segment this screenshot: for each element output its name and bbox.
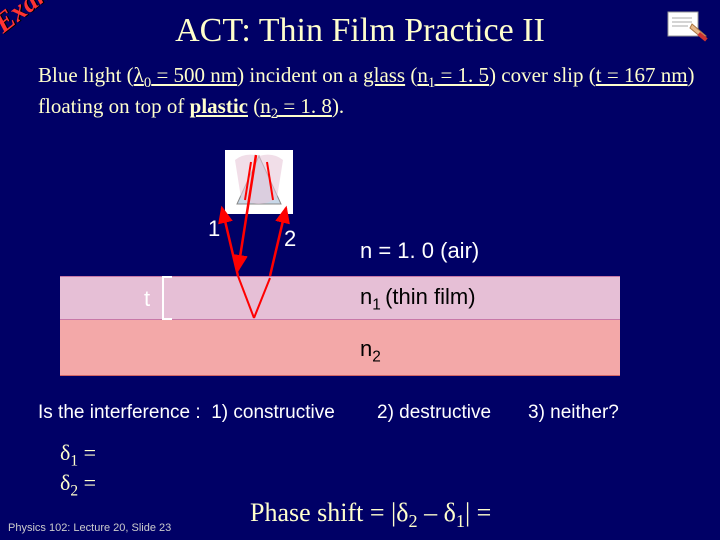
option-destructive: 2) destructive [377,402,491,423]
delta-values: δ1 = δ2 = [60,440,96,501]
n-substrate-label: n2 [360,336,381,366]
thickness-bracket [162,276,172,320]
thickness-label: t [144,286,150,312]
ray-2-label: 2 [284,226,296,252]
question-prefix: Is the interference : [38,402,201,423]
ray-1-label: 1 [208,216,220,242]
slide-footer: Physics 102: Lecture 20, Slide 23 [8,522,171,534]
delta-1: δ1 = [60,440,96,470]
option-constructive: 1) constructive [211,402,335,423]
n-film-label: n1 (thin film) [360,284,476,314]
problem-statement: Blue light (λ0 = 500 nm) incident on a g… [38,62,700,123]
ray-arrows [60,150,620,380]
n-air-label: n = 1. 0 (air) [360,238,479,264]
thin-film-diagram: 1 2 t n = 1. 0 (air) n1 (thin film) n2 [60,150,620,380]
slide-title: ACT: Thin Film Practice II [0,12,720,50]
phase-shift-formula: Phase shift = |δ2 – δ1| = [250,498,491,532]
option-neither: 3) neither? [528,402,619,423]
interference-question: Is the interference : 1) constructive 2)… [38,402,619,424]
delta-2: δ2 = [60,470,96,500]
